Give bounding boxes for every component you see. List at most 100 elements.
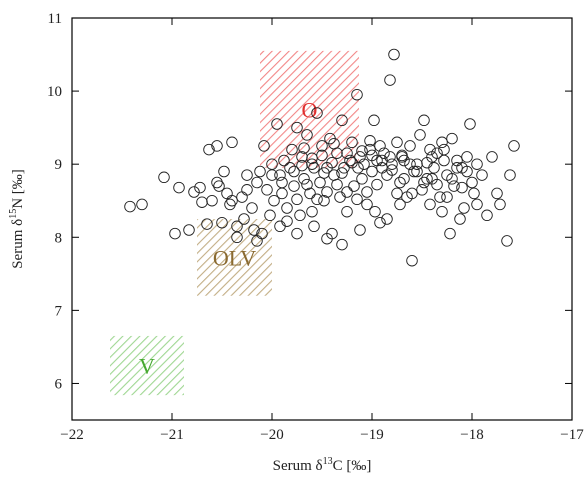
data-point	[216, 216, 228, 229]
data-point	[391, 187, 403, 200]
data-point	[261, 184, 273, 196]
data-point	[398, 154, 410, 167]
data-point	[444, 227, 456, 240]
data-point	[378, 147, 390, 159]
data-point	[434, 191, 446, 203]
data-point	[226, 136, 238, 149]
x-axis-label: Serum δ13C [‰]	[273, 456, 372, 474]
tick-labels-layer: −22 −21 −20 −19 −18 −17 6 7 8 9 10 11	[47, 11, 584, 443]
data-point	[446, 173, 458, 185]
data-point	[436, 205, 448, 218]
data-point	[354, 151, 366, 163]
data-point	[196, 196, 208, 208]
y-axis-label: Serum δ15N [‰]	[8, 169, 26, 269]
y-tick-label: 6	[55, 376, 63, 392]
data-point	[366, 149, 378, 162]
data-point	[211, 176, 223, 189]
data-point	[276, 187, 288, 200]
x-tick-label: −21	[160, 427, 183, 443]
data-point	[436, 136, 448, 149]
data-point	[361, 198, 373, 211]
data-point	[328, 137, 340, 150]
x-tick-label: −22	[60, 427, 83, 443]
data-point	[471, 198, 483, 211]
data-point	[441, 191, 453, 203]
data-point	[394, 198, 406, 211]
data-point	[284, 162, 296, 174]
data-point	[308, 220, 320, 233]
data-point	[304, 187, 316, 200]
region-label-v: V	[139, 354, 155, 379]
data-point	[276, 176, 288, 189]
data-point	[418, 176, 430, 189]
data-point	[352, 162, 364, 174]
data-point	[321, 232, 333, 245]
data-point	[461, 165, 473, 178]
data-point	[338, 162, 350, 174]
data-point	[384, 151, 396, 163]
data-point	[504, 169, 516, 181]
data-point	[438, 154, 450, 167]
points-layer	[124, 48, 520, 267]
data-point	[271, 118, 283, 130]
data-point	[404, 140, 416, 152]
data-point	[334, 191, 346, 203]
data-point	[278, 154, 290, 167]
data-point	[264, 209, 276, 222]
data-point	[411, 165, 423, 178]
data-point	[416, 184, 428, 196]
data-point	[169, 227, 181, 240]
x-tick-label: −20	[260, 427, 283, 443]
data-point	[211, 140, 223, 152]
data-point	[461, 151, 473, 163]
data-point	[421, 173, 433, 185]
data-point	[448, 180, 460, 192]
data-point	[288, 165, 300, 178]
data-point	[364, 143, 376, 156]
plot-frame	[71, 17, 573, 421]
data-point	[226, 194, 238, 207]
data-point	[406, 254, 418, 267]
data-point	[301, 129, 313, 141]
data-point	[158, 171, 170, 184]
regions-layer: O OLV V	[110, 50, 359, 396]
data-point	[321, 186, 333, 198]
data-point	[298, 173, 310, 185]
data-point	[231, 231, 243, 244]
data-point	[251, 235, 263, 247]
data-point	[288, 180, 300, 192]
data-point	[203, 143, 215, 156]
data-point	[341, 205, 353, 218]
y-tick-label: 9	[55, 157, 63, 173]
data-point	[418, 114, 430, 127]
data-point	[386, 164, 398, 176]
data-point	[464, 118, 476, 130]
data-point	[291, 227, 303, 240]
data-point	[428, 162, 440, 174]
y-tick-label: 7	[55, 303, 63, 319]
data-point	[251, 176, 263, 189]
data-point	[316, 149, 328, 162]
data-point	[414, 129, 426, 141]
data-point	[241, 169, 253, 181]
region-olv	[197, 219, 272, 296]
data-point	[451, 162, 463, 174]
data-point	[501, 235, 513, 247]
data-point	[424, 198, 436, 211]
data-point	[494, 198, 506, 211]
data-point	[466, 176, 478, 189]
y-tick-label: 11	[48, 11, 62, 27]
data-point	[369, 205, 381, 218]
data-point	[318, 167, 330, 179]
data-point	[356, 173, 368, 185]
data-point	[431, 147, 443, 159]
data-point	[458, 202, 470, 214]
data-point	[361, 186, 373, 198]
data-point	[221, 187, 233, 200]
data-point	[311, 107, 323, 119]
data-point	[274, 220, 286, 233]
data-point	[376, 154, 388, 167]
data-point	[346, 136, 358, 149]
data-point	[354, 224, 366, 236]
data-point	[218, 165, 230, 178]
